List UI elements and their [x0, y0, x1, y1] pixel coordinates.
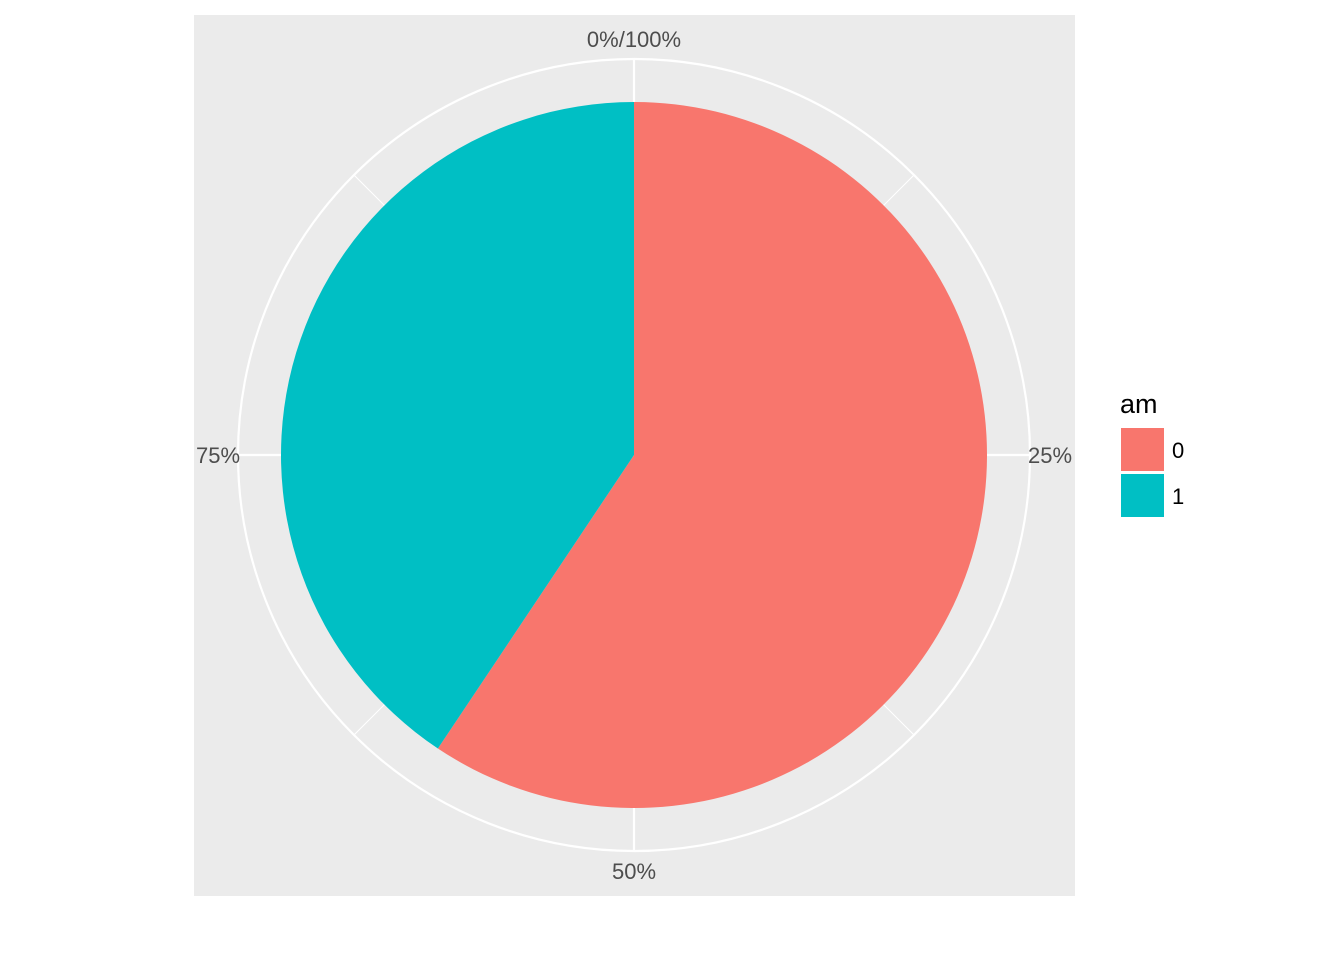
tick-label: 50%: [612, 859, 656, 884]
circular-tick-labels: 0%/100% 25% 50% 75%: [196, 27, 1072, 884]
legend-label: 0: [1172, 438, 1184, 463]
tick-label: 0%/100%: [587, 27, 681, 52]
tick-label: 75%: [196, 443, 240, 468]
pie-slice-1: [280, 102, 634, 749]
legend-title: am: [1120, 389, 1158, 419]
pie-slices: [280, 102, 988, 809]
legend: am 0 1: [1120, 389, 1184, 517]
tick-label: 25%: [1028, 443, 1072, 468]
legend-key-0: [1121, 428, 1164, 471]
pie-slice-0: [437, 102, 988, 809]
legend-key-1: [1121, 474, 1164, 517]
legend-label: 1: [1172, 484, 1184, 509]
